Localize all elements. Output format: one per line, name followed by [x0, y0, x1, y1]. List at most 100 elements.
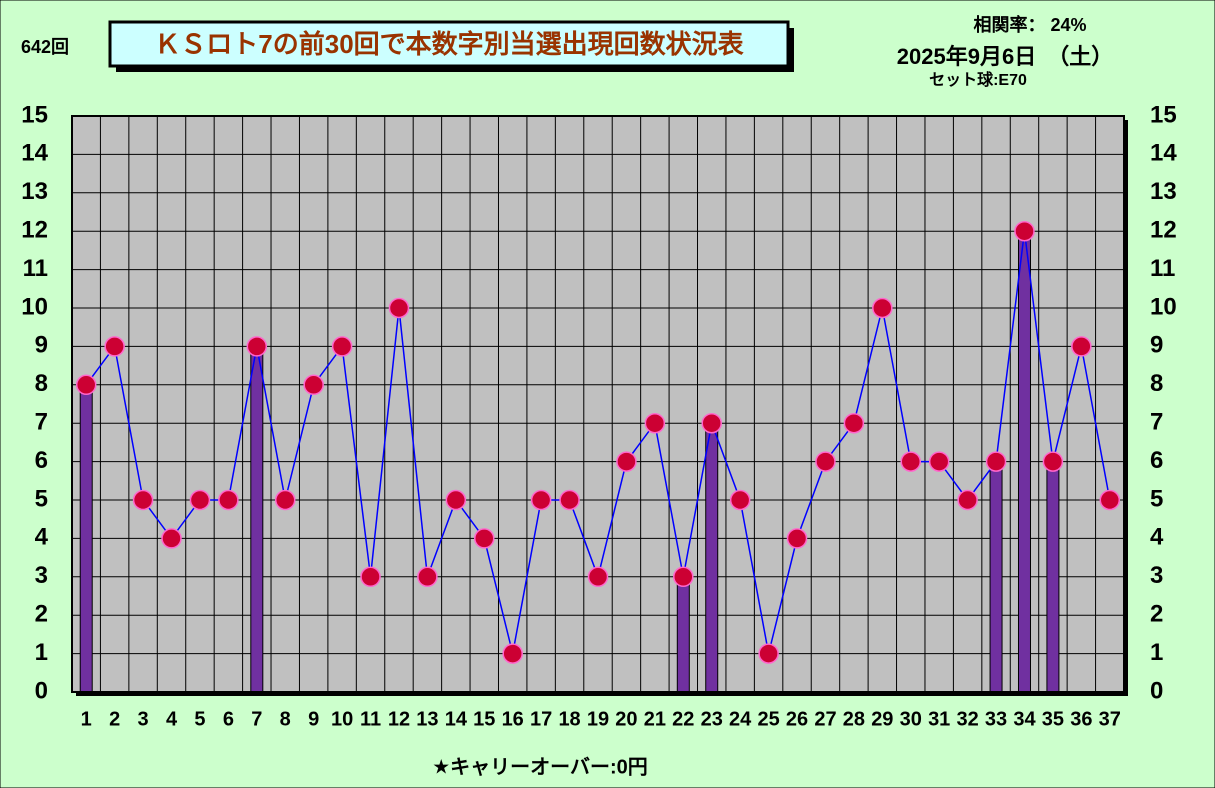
y2-tick-label: 10	[1150, 293, 1177, 320]
marker	[1071, 336, 1092, 357]
marker	[786, 528, 808, 549]
y2-tick-label: 0	[1150, 677, 1163, 704]
x-tick-label: 13	[416, 708, 438, 730]
marker	[303, 374, 324, 396]
x-tick-label: 37	[1099, 708, 1121, 730]
x-tick-label: 2	[109, 708, 120, 730]
x-tick-label: 10	[331, 708, 353, 730]
x-tick-label: 1	[81, 708, 92, 730]
marker	[729, 489, 751, 511]
marker	[587, 566, 609, 588]
x-tick-label: 22	[672, 708, 694, 730]
x-tick-label: 14	[445, 708, 468, 730]
date: 2025年9月6日 （土）	[897, 44, 1113, 69]
y2-tick-label: 3	[1150, 562, 1163, 589]
y-tick-label: 10	[21, 293, 48, 320]
x-tick-label: 16	[502, 708, 524, 730]
x-tick-label: 5	[194, 708, 205, 730]
x-tick-label: 21	[644, 708, 666, 730]
x-tick-label: 31	[928, 708, 950, 730]
x-tick-label: 30	[900, 708, 922, 730]
draw-label: 642回	[21, 37, 69, 57]
title-box	[108, 20, 790, 68]
marker	[331, 336, 353, 357]
x-tick-label: 4	[166, 708, 178, 730]
marker	[758, 643, 779, 664]
bar	[79, 384, 93, 693]
y2-tick-label: 8	[1150, 370, 1163, 397]
x-tick-label: 23	[701, 708, 723, 730]
x-tick-label: 35	[1042, 708, 1064, 730]
y-tick-label: 5	[35, 485, 48, 512]
y2-tick-label: 5	[1150, 485, 1163, 512]
marker	[843, 412, 865, 434]
marker	[502, 643, 523, 664]
plot-border	[71, 115, 1125, 693]
correlation: 相関率： 24%	[973, 14, 1086, 35]
bar	[1017, 230, 1031, 693]
x-tick-label: 33	[985, 708, 1007, 730]
y2-tick-label: 11	[1150, 255, 1175, 282]
chart-title: ＫＳロト7の前30回で本数字別当選出現回数状況表	[154, 29, 744, 59]
marker	[616, 451, 637, 472]
marker	[928, 451, 950, 472]
marker	[132, 489, 154, 511]
y-tick-label: 2	[35, 601, 48, 628]
marker	[445, 489, 467, 511]
y2-tick-label: 2	[1150, 601, 1163, 628]
marker	[872, 297, 893, 319]
y-tick-label: 0	[35, 677, 48, 704]
bar	[676, 576, 690, 693]
x-tick-label: 26	[786, 708, 808, 730]
y-tick-label: 12	[21, 217, 48, 244]
x-tick-label: 17	[530, 708, 552, 730]
footer: ★キャリーオーバー:0円	[432, 755, 648, 778]
marker	[474, 528, 495, 549]
marker	[1099, 489, 1121, 511]
x-tick-label: 6	[223, 708, 234, 730]
y-tick-label: 14	[21, 140, 48, 167]
x-tick-label: 19	[587, 708, 609, 730]
marker	[900, 451, 922, 472]
x-tick-label: 27	[814, 708, 836, 730]
y-tick-label: 8	[35, 370, 48, 397]
marker	[673, 566, 694, 588]
marker	[388, 297, 410, 319]
plot-area	[72, 116, 1124, 692]
set-ball: セット球:E70	[929, 70, 1027, 89]
y2-tick-label: 4	[1150, 524, 1164, 551]
y-tick-label: 7	[35, 409, 48, 436]
marker	[1014, 220, 1035, 242]
x-tick-label: 36	[1070, 708, 1092, 730]
y-tick-label: 11	[23, 255, 48, 282]
y-tick-label: 9	[35, 332, 48, 359]
x-tick-label: 8	[280, 708, 291, 730]
x-tick-label: 24	[729, 708, 752, 730]
x-tick-label: 32	[956, 708, 978, 730]
x-tick-label: 34	[1013, 708, 1036, 730]
marker	[104, 336, 125, 357]
marker	[815, 451, 836, 472]
bar	[250, 345, 264, 693]
marker	[218, 489, 239, 511]
x-tick-label: 12	[388, 708, 410, 730]
x-tick-label: 15	[473, 708, 495, 730]
y2-tick-label: 1	[1150, 639, 1163, 666]
x-tick-label: 18	[558, 708, 580, 730]
bar	[989, 461, 1003, 693]
y-tick-label: 4	[35, 524, 49, 551]
y2-tick-label: 13	[1150, 178, 1177, 205]
y2-tick-label: 14	[1150, 140, 1177, 167]
marker	[360, 566, 381, 588]
y2-tick-label: 12	[1150, 217, 1177, 244]
y2-tick-label: 6	[1150, 447, 1163, 474]
x-tick-label: 3	[138, 708, 149, 730]
y-tick-label: 13	[21, 178, 48, 205]
y-tick-label: 15	[21, 101, 48, 128]
y2-tick-label: 9	[1150, 332, 1163, 359]
y2-tick-label: 15	[1150, 101, 1177, 128]
marker	[1042, 451, 1064, 472]
y-tick-label: 1	[35, 639, 48, 666]
marker	[957, 489, 978, 511]
